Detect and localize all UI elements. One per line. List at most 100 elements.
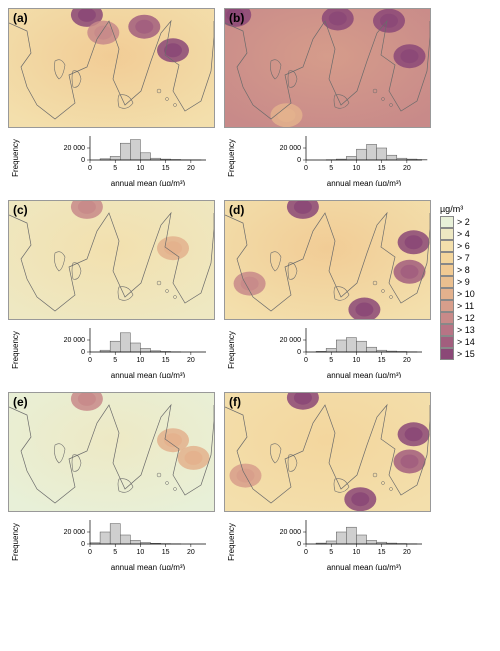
legend-row: > 4 (440, 228, 492, 240)
map-e: (e) (8, 392, 215, 512)
svg-text:20: 20 (187, 165, 195, 172)
spacer (440, 8, 492, 196)
svg-text:annual mean (µg/m³): annual mean (µg/m³) (327, 179, 402, 186)
legend-row: > 14 (440, 336, 492, 348)
svg-text:0: 0 (297, 157, 301, 164)
legend-step-label: > 14 (457, 337, 475, 347)
svg-text:20 000: 20 000 (64, 337, 86, 344)
legend-swatch (440, 288, 454, 300)
svg-text:annual mean (µg/m³): annual mean (µg/m³) (327, 371, 402, 378)
svg-text:10: 10 (353, 549, 361, 556)
panel-label: (a) (13, 11, 28, 25)
svg-text:annual mean (µg/m³): annual mean (µg/m³) (111, 371, 186, 378)
legend-step-label: > 13 (457, 325, 475, 335)
legend-step-label: > 4 (457, 229, 470, 239)
panel-f: (f) 0 5 10 (224, 392, 434, 580)
svg-text:20: 20 (403, 357, 411, 364)
panel-e: (e) 0 5 10 (8, 392, 218, 580)
color-legend: µg/m³ > 2 > 4 > 6 > 7 > 8 > 9 > 10 > 11 … (440, 200, 492, 360)
svg-text:20: 20 (403, 165, 411, 172)
legend-swatch (440, 216, 454, 228)
panel-label: (e) (13, 395, 28, 409)
legend-row: > 6 (440, 240, 492, 252)
legend-row: > 15 (440, 348, 492, 360)
panel-d: (d) 0 5 10 (224, 200, 434, 388)
histogram-c: 0 5 10 15 20 0 20 000 annual mean (µg/m³… (8, 322, 213, 378)
svg-text:0: 0 (81, 349, 85, 356)
legend-swatch (440, 348, 454, 360)
svg-text:10: 10 (353, 357, 361, 364)
panel-label: (f) (229, 395, 241, 409)
legend-unit: µg/m³ (440, 204, 492, 214)
legend-swatch (440, 276, 454, 288)
svg-text:annual mean (µg/m³): annual mean (µg/m³) (327, 563, 402, 570)
svg-text:10: 10 (137, 357, 145, 364)
svg-text:0: 0 (81, 157, 85, 164)
svg-text:15: 15 (378, 165, 386, 172)
panel-label: (d) (229, 203, 244, 217)
svg-text:10: 10 (353, 165, 361, 172)
histogram-e: 0 5 10 15 20 0 20 000 annual mean (µg/m³… (8, 514, 213, 570)
svg-text:20 000: 20 000 (280, 145, 302, 152)
legend-row: > 2 (440, 216, 492, 228)
svg-text:Frequency: Frequency (11, 523, 20, 561)
legend-swatch (440, 228, 454, 240)
legend-row: > 13 (440, 324, 492, 336)
svg-text:20 000: 20 000 (64, 145, 86, 152)
svg-text:5: 5 (329, 549, 333, 556)
map-c: (c) (8, 200, 215, 320)
svg-text:5: 5 (329, 357, 333, 364)
legend-row: > 10 (440, 288, 492, 300)
panel-a: (a) 0 5 10 (8, 8, 218, 196)
svg-text:Frequency: Frequency (227, 523, 236, 561)
svg-text:5: 5 (113, 549, 117, 556)
histogram-b: 0 5 10 15 20 0 20 000 annual mean (µg/m³… (224, 130, 429, 186)
svg-text:0: 0 (304, 549, 308, 556)
svg-text:0: 0 (88, 549, 92, 556)
legend-step-label: > 2 (457, 217, 470, 227)
spacer (440, 392, 492, 580)
histogram-a: 0 5 10 15 20 0 20 000 annual mean (µg/m³… (8, 130, 213, 186)
svg-text:15: 15 (378, 549, 386, 556)
svg-text:Frequency: Frequency (11, 331, 20, 369)
svg-text:annual mean (µg/m³): annual mean (µg/m³) (111, 179, 186, 186)
legend-step-label: > 11 (457, 301, 474, 311)
legend-step-label: > 6 (457, 241, 470, 251)
legend-row: > 11 (440, 300, 492, 312)
svg-text:20 000: 20 000 (280, 337, 302, 344)
legend-swatch (440, 336, 454, 348)
svg-text:5: 5 (329, 165, 333, 172)
svg-text:0: 0 (297, 349, 301, 356)
map-b: (b) (224, 8, 431, 128)
panel-c: (c) 0 5 10 (8, 200, 218, 388)
legend-swatch (440, 252, 454, 264)
legend-swatch (440, 264, 454, 276)
svg-text:15: 15 (162, 165, 170, 172)
legend-swatch (440, 324, 454, 336)
legend-step-label: > 8 (457, 265, 470, 275)
svg-text:Frequency: Frequency (11, 139, 20, 177)
legend-swatch (440, 300, 454, 312)
svg-text:20: 20 (187, 549, 195, 556)
panel-label: (c) (13, 203, 28, 217)
svg-text:0: 0 (304, 357, 308, 364)
histogram-d: 0 5 10 15 20 0 20 000 annual mean (µg/m³… (224, 322, 429, 378)
legend-row: > 9 (440, 276, 492, 288)
svg-text:15: 15 (378, 357, 386, 364)
svg-text:0: 0 (304, 165, 308, 172)
histogram-f: 0 5 10 15 20 0 20 000 annual mean (µg/m³… (224, 514, 429, 570)
svg-text:annual mean (µg/m³): annual mean (µg/m³) (111, 563, 186, 570)
panel-b: (b) 0 5 10 (224, 8, 434, 196)
svg-text:0: 0 (81, 541, 85, 548)
svg-text:0: 0 (88, 357, 92, 364)
legend-step-label: > 7 (457, 253, 470, 263)
legend-cell: µg/m³ > 2 > 4 > 6 > 7 > 8 > 9 > 10 > 11 … (440, 200, 492, 388)
legend-swatch (440, 312, 454, 324)
svg-text:10: 10 (137, 165, 145, 172)
svg-text:20 000: 20 000 (64, 529, 86, 536)
legend-step-label: > 10 (457, 289, 475, 299)
svg-text:0: 0 (88, 165, 92, 172)
svg-text:15: 15 (162, 549, 170, 556)
svg-text:10: 10 (137, 549, 145, 556)
svg-text:Frequency: Frequency (227, 331, 236, 369)
